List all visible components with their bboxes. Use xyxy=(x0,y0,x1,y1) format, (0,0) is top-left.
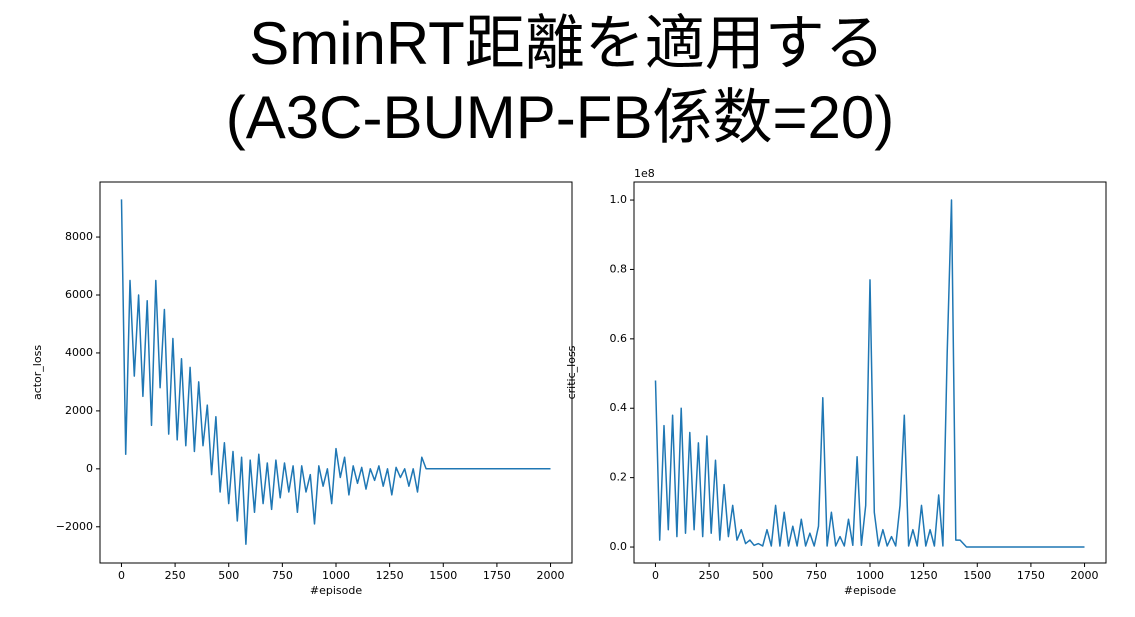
y-tick-label: 0.0 xyxy=(610,540,628,553)
slide-title: (A3C-BUMP-FB係数=20) xyxy=(226,84,894,151)
y-tick-label: 4000 xyxy=(65,346,93,359)
data-line xyxy=(120,199,551,545)
plot-frame xyxy=(633,181,1107,564)
x-tick-label: 1500 xyxy=(429,569,457,582)
x-tick-label: 0 xyxy=(118,569,125,582)
x-tick-label: 500 xyxy=(218,569,239,582)
slide-title: SminRT距離を適用する xyxy=(249,10,885,77)
y-tick-label: 0.4 xyxy=(610,401,628,414)
x-tick-label: 0 xyxy=(652,569,659,582)
x-tick-label: 1750 xyxy=(483,569,511,582)
x-tick-label: 2000 xyxy=(1071,569,1099,582)
x-tick-label: 1000 xyxy=(856,569,884,582)
y-tick-label: 0.6 xyxy=(610,332,628,345)
data-line xyxy=(654,199,1085,548)
y-tick-label: 2000 xyxy=(65,404,93,417)
x-tick-label: 500 xyxy=(752,569,773,582)
x-tick-label: 750 xyxy=(806,569,827,582)
y-tick-label: 0.2 xyxy=(610,471,628,484)
x-tick-label: 250 xyxy=(165,569,186,582)
x-tick-label: 1750 xyxy=(1017,569,1045,582)
x-tick-label: 250 xyxy=(699,569,720,582)
x-tick-label: 1500 xyxy=(963,569,991,582)
y-tick-label: −2000 xyxy=(56,520,93,533)
x-axis-label: #episode xyxy=(844,584,896,597)
y-tick-label: 0.8 xyxy=(610,262,628,275)
x-axis-label: #episode xyxy=(310,584,362,597)
y-tick-label: 6000 xyxy=(65,288,93,301)
x-tick-label: 1250 xyxy=(376,569,404,582)
y-tick-label: 1.0 xyxy=(610,193,628,206)
x-tick-label: 1000 xyxy=(322,569,350,582)
x-tick-label: 2000 xyxy=(537,569,565,582)
y-axis-label: critic_loss xyxy=(565,345,578,399)
y-tick-label: 0 xyxy=(86,462,93,475)
x-tick-label: 1250 xyxy=(910,569,938,582)
y-tick-label: 8000 xyxy=(65,230,93,243)
y-axis-label: actor_loss xyxy=(31,345,44,400)
x-tick-label: 750 xyxy=(272,569,293,582)
y-offset-label: 1e8 xyxy=(634,167,655,180)
